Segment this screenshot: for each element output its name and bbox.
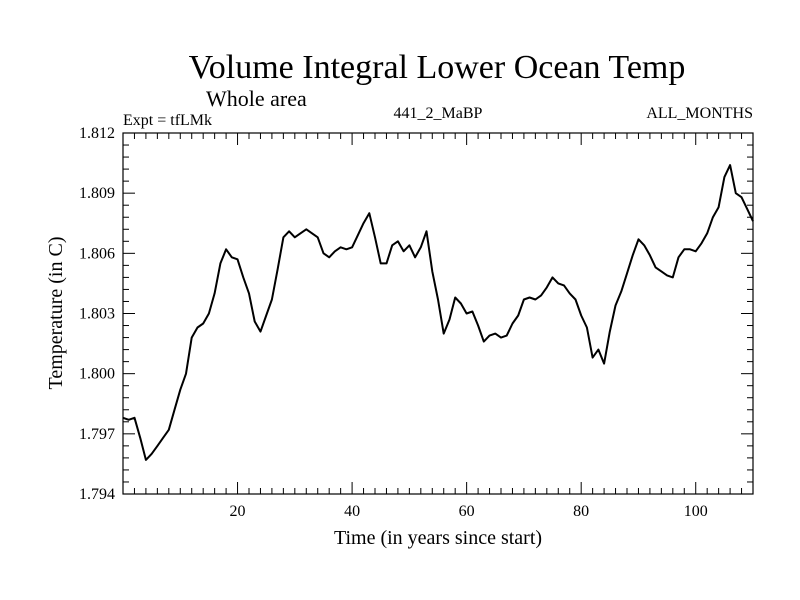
x-tick-label: 20 [230,503,246,520]
x-tick-label: 40 [344,503,360,520]
experiment-label: Expt = tfLMk [123,112,212,129]
plot-frame [122,132,754,495]
x-tick-labels: 20 40 60 80 100 [230,503,708,520]
y-tick-labels: 1.794 1.797 1.800 1.803 1.806 1.809 1.812 [79,125,115,503]
y-tick-label: 1.800 [79,366,115,383]
x-tick-label: 60 [459,503,475,520]
run-label: 441_2_MaBP [394,105,483,122]
months-label: ALL_MONTHS [646,105,753,122]
x-axis-label: Time (in years since start) [334,527,542,549]
tick-marks [123,133,753,494]
chart-subtitle: Whole area [206,86,307,111]
y-tick-label: 1.797 [79,426,115,443]
y-tick-label: 1.812 [79,125,115,142]
x-tick-label: 100 [684,503,708,520]
y-axis-label: Temperature (in C) [45,237,67,390]
y-tick-label: 1.803 [79,306,115,323]
y-tick-label: 1.809 [79,185,115,202]
series-line-tfLMk [122,164,754,461]
y-tick-label: 1.794 [79,486,115,503]
x-tick-label: 80 [573,503,589,520]
chart-title: Volume Integral Lower Ocean Temp [189,49,686,86]
y-tick-label: 1.806 [79,245,115,262]
